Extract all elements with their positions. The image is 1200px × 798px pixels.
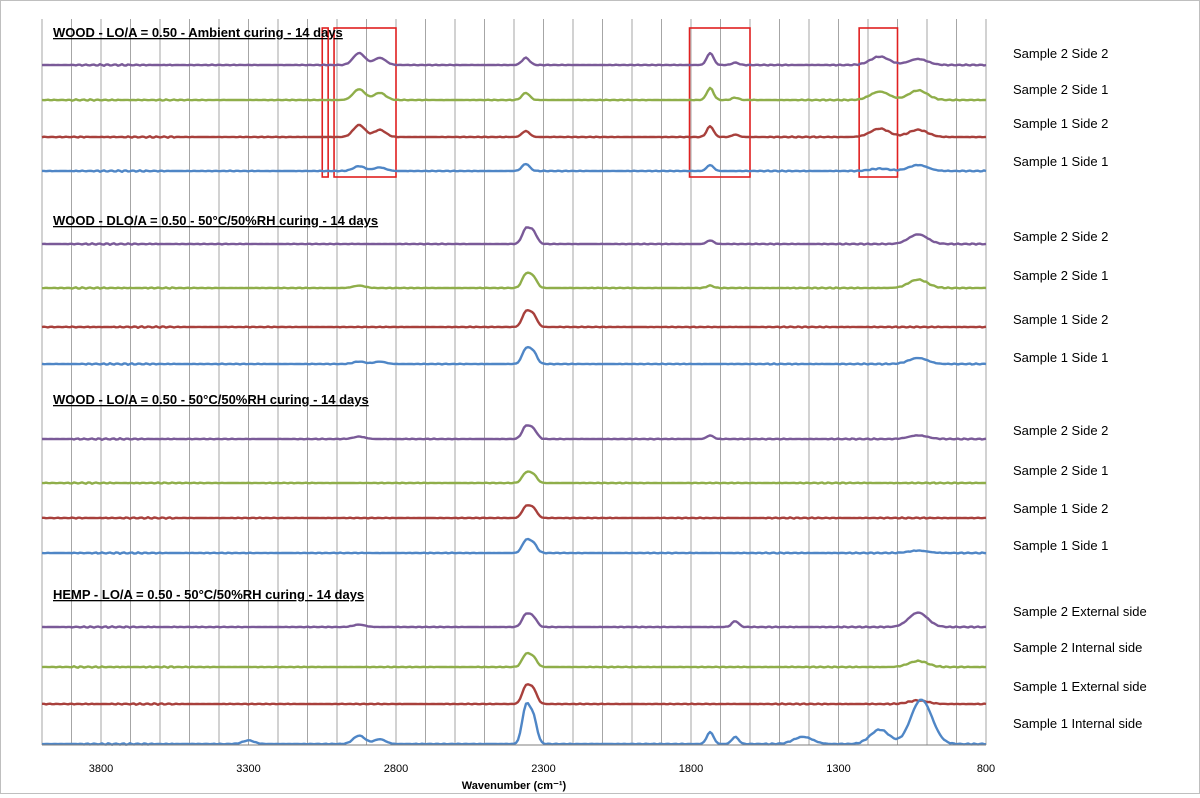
- legend-entry: Sample 2 Internal side: [1013, 640, 1142, 655]
- series-line: [42, 470, 986, 485]
- x-axis-label: Wavenumber (cm⁻¹): [462, 780, 567, 792]
- series-line: [41, 309, 987, 329]
- spectra-lines: [41, 51, 987, 746]
- highlight-box: [321, 27, 329, 178]
- series-line: [41, 51, 987, 67]
- group-title: WOOD - DLO/A = 0.50 - 50°C/50%RH curing …: [53, 213, 378, 228]
- legend-entry: Sample 2 Side 2: [1013, 229, 1108, 244]
- vertical-gridlines: [41, 19, 987, 745]
- legend-entry: Sample 2 External side: [1013, 604, 1147, 619]
- legend-entry: Sample 1 Side 2: [1013, 312, 1108, 327]
- series-line: [41, 424, 987, 441]
- highlight-box: [333, 27, 397, 178]
- group-titles: WOOD - LO/A = 0.50 - Ambient curing - 14…: [53, 25, 378, 602]
- series-line: [42, 504, 987, 520]
- x-tick-labels: 3800 3300 2800 2300 1800 1300 800: [89, 763, 995, 775]
- x-tick-label: 2800: [384, 763, 408, 775]
- series-line: [41, 345, 987, 366]
- series-line: [41, 537, 987, 555]
- x-tick-label: 1800: [679, 763, 703, 775]
- series-line: [42, 698, 987, 746]
- highlight-box: [688, 27, 751, 178]
- x-tick-label: 800: [977, 763, 995, 775]
- legend-entry: Sample 2 Side 1: [1013, 82, 1108, 97]
- group-title: WOOD - LO/A = 0.50 - Ambient curing - 14…: [53, 25, 343, 40]
- legend-entry: Sample 1 Side 2: [1013, 116, 1108, 131]
- legend-entry: Sample 2 Side 2: [1013, 46, 1108, 61]
- group-title: HEMP - LO/A = 0.50 - 50°C/50%RH curing -…: [53, 587, 364, 602]
- series-line: [41, 226, 987, 246]
- legend-entry: Sample 1 Side 2: [1013, 501, 1108, 516]
- x-tick-label: 3800: [89, 763, 113, 775]
- series-line: [41, 611, 987, 629]
- legend-entry: Sample 1 External side: [1013, 679, 1147, 694]
- x-tick-label: 1300: [826, 763, 850, 775]
- highlight-boxes: [321, 27, 899, 178]
- legend-entry: Sample 1 Internal side: [1013, 716, 1142, 731]
- legend-entry: Sample 2 Side 1: [1013, 268, 1108, 283]
- series-line: [41, 86, 987, 102]
- series-line: [42, 162, 987, 173]
- legend: Sample 2 Side 2 Sample 2 Side 1 Sample 1 S…: [1013, 46, 1147, 731]
- legend-entry: Sample 2 Side 1: [1013, 463, 1108, 478]
- legend-entry: Sample 1 Side 1: [1013, 154, 1108, 169]
- x-tick-label: 3300: [236, 763, 260, 775]
- series-line: [41, 651, 987, 669]
- group-title: WOOD - LO/A = 0.50 - 50°C/50%RH curing -…: [53, 392, 369, 407]
- series-line: [42, 683, 987, 706]
- x-tick-label: 2300: [531, 763, 555, 775]
- series-line: [41, 123, 987, 139]
- legend-entry: Sample 1 Side 1: [1013, 350, 1108, 365]
- highlight-box: [858, 27, 899, 178]
- legend-entry: Sample 1 Side 1: [1013, 538, 1108, 553]
- series-line: [41, 271, 987, 290]
- legend-entry: Sample 2 Side 2: [1013, 423, 1108, 438]
